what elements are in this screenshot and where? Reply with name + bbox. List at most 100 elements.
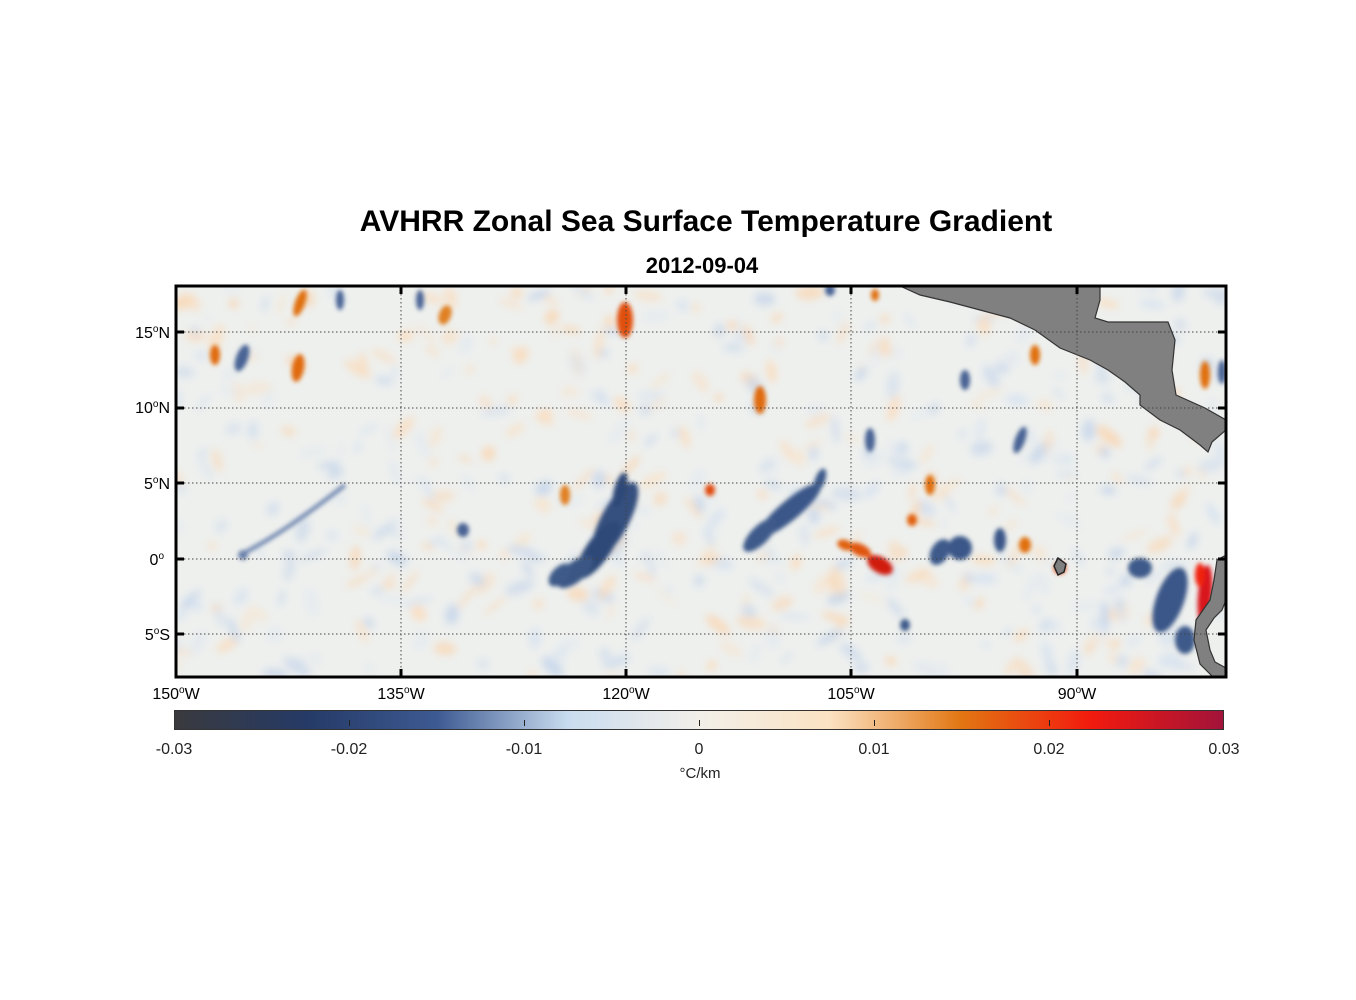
field-texture-blob [222, 368, 238, 382]
field-texture-blob [630, 504, 652, 515]
field-texture-blob [642, 310, 670, 322]
gradient-feature [743, 518, 777, 552]
lat-label-equator: 0o [149, 551, 164, 570]
field-texture-blob [1106, 566, 1115, 577]
field-texture-blob [706, 659, 717, 672]
field-texture-blob [277, 292, 286, 315]
field-texture-blob [359, 424, 378, 434]
field-texture-blob [1081, 419, 1096, 442]
field-texture-blob [239, 605, 258, 632]
gradient-filament [239, 483, 347, 557]
field-texture-blob [282, 550, 296, 559]
field-texture-blob [541, 415, 555, 427]
field-texture-blob [754, 292, 776, 306]
field-texture-blob [603, 315, 617, 329]
field-texture-blob [1108, 547, 1125, 560]
field-texture-blob [887, 395, 900, 422]
field-texture-blob [766, 359, 777, 383]
field-texture-blob [795, 286, 825, 300]
field-texture-blob [372, 521, 397, 540]
field-texture-blob [195, 351, 208, 361]
field-texture-blob [1005, 394, 1029, 406]
field-texture-blob [1011, 657, 1035, 677]
field-texture-blob [813, 527, 841, 538]
field-texture-blob [476, 539, 487, 550]
gradient-feature [617, 302, 633, 338]
field-texture-blob [571, 286, 595, 300]
field-texture-blob [853, 661, 870, 674]
field-texture-blob [1020, 451, 1029, 463]
field-texture-blob [1014, 629, 1029, 642]
gradient-feature [705, 484, 715, 496]
field-texture-blob [445, 604, 459, 625]
field-texture-blob [179, 589, 202, 611]
gradient-feature [960, 370, 970, 390]
field-texture-blob [397, 330, 414, 342]
field-texture-blob [1032, 545, 1047, 561]
field-texture-blob [1126, 475, 1152, 485]
field-texture-blob [600, 348, 610, 359]
field-texture-blob [612, 553, 624, 567]
field-texture-blob [248, 324, 256, 333]
field-texture-blob [457, 455, 473, 463]
field-texture-blob [995, 483, 1007, 497]
field-texture-blob [599, 648, 611, 660]
field-texture-blob [1053, 513, 1083, 529]
field-texture-blob [939, 517, 947, 528]
gradient-feature [210, 345, 220, 365]
field-texture-blob [773, 572, 787, 584]
field-texture-blob [971, 555, 997, 565]
field-texture-blob [670, 427, 682, 439]
field-texture-blob [386, 550, 408, 567]
field-texture-blob [605, 475, 613, 484]
gradient-feature [1128, 558, 1152, 578]
lon-label-120w: 120oW [602, 685, 650, 704]
gradient-feature [825, 286, 835, 296]
field-texture-blob [833, 558, 853, 570]
field-texture-blob [1115, 654, 1129, 668]
field-texture-blob [1144, 457, 1162, 471]
field-texture-blob [636, 390, 665, 400]
field-texture-blob [623, 644, 629, 661]
field-texture-blob [790, 554, 802, 571]
field-texture-blob [905, 567, 932, 584]
field-texture-blob [379, 572, 397, 590]
field-texture-blob [214, 518, 228, 534]
field-texture-blob [840, 642, 862, 662]
field-texture-blob [267, 501, 280, 516]
field-texture-blob [603, 328, 622, 334]
field-texture-blob [605, 671, 622, 677]
field-texture-blob [759, 458, 774, 473]
field-texture-blob [512, 347, 524, 362]
field-texture-blob [533, 598, 544, 610]
field-texture-blob [644, 433, 657, 447]
gradient-feature [1152, 567, 1188, 633]
field-texture-blob [781, 652, 793, 664]
field-texture-blob [778, 613, 810, 620]
field-texture-blob [969, 401, 986, 409]
field-texture-blob [327, 464, 344, 480]
south-america-land [1193, 554, 1226, 677]
field-texture-blob [220, 385, 240, 397]
field-texture-blob [1182, 466, 1193, 476]
field-texture-blob [859, 592, 885, 603]
field-texture-blob [633, 572, 657, 582]
field-texture-blob [402, 597, 433, 607]
field-texture-blob [385, 426, 396, 453]
lat-label-5n: 5oN [143, 475, 170, 494]
colorbar-tick [699, 720, 700, 726]
colorbar-tick [349, 720, 350, 726]
field-texture-blob [1212, 439, 1226, 463]
field-texture-blob [1100, 485, 1116, 495]
colorbar-label: 0.02 [1033, 741, 1065, 758]
field-texture-blob [370, 586, 385, 595]
field-texture-blob [804, 440, 823, 449]
field-texture-blob [678, 425, 691, 449]
field-texture-blob [428, 456, 439, 467]
field-texture-blob [627, 363, 638, 374]
field-texture-blob [980, 642, 991, 648]
field-texture-blob [581, 599, 600, 616]
field-texture-blob [436, 535, 451, 551]
field-texture-blob [176, 612, 189, 620]
